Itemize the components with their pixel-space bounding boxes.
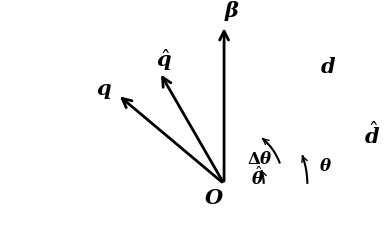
Text: $\boldsymbol{q}$: $\boldsymbol{q}$ bbox=[96, 81, 112, 101]
Text: $\hat{\boldsymbol{q}}$: $\hat{\boldsymbol{q}}$ bbox=[156, 48, 172, 73]
Text: $\boldsymbol{O}$: $\boldsymbol{O}$ bbox=[204, 188, 224, 208]
Text: $\hat{\boldsymbol{d}}$: $\hat{\boldsymbol{d}}$ bbox=[364, 122, 380, 148]
Text: $\boldsymbol{\beta}$: $\boldsymbol{\beta}$ bbox=[224, 0, 240, 23]
Text: $\boldsymbol{\theta}$: $\boldsymbol{\theta}$ bbox=[319, 157, 332, 175]
Text: $\hat{\boldsymbol{\theta}}$: $\hat{\boldsymbol{\theta}}$ bbox=[251, 167, 264, 189]
Text: $\boldsymbol{\Delta\theta}$: $\boldsymbol{\Delta\theta}$ bbox=[247, 150, 273, 168]
Text: $\boldsymbol{d}$: $\boldsymbol{d}$ bbox=[319, 57, 336, 77]
